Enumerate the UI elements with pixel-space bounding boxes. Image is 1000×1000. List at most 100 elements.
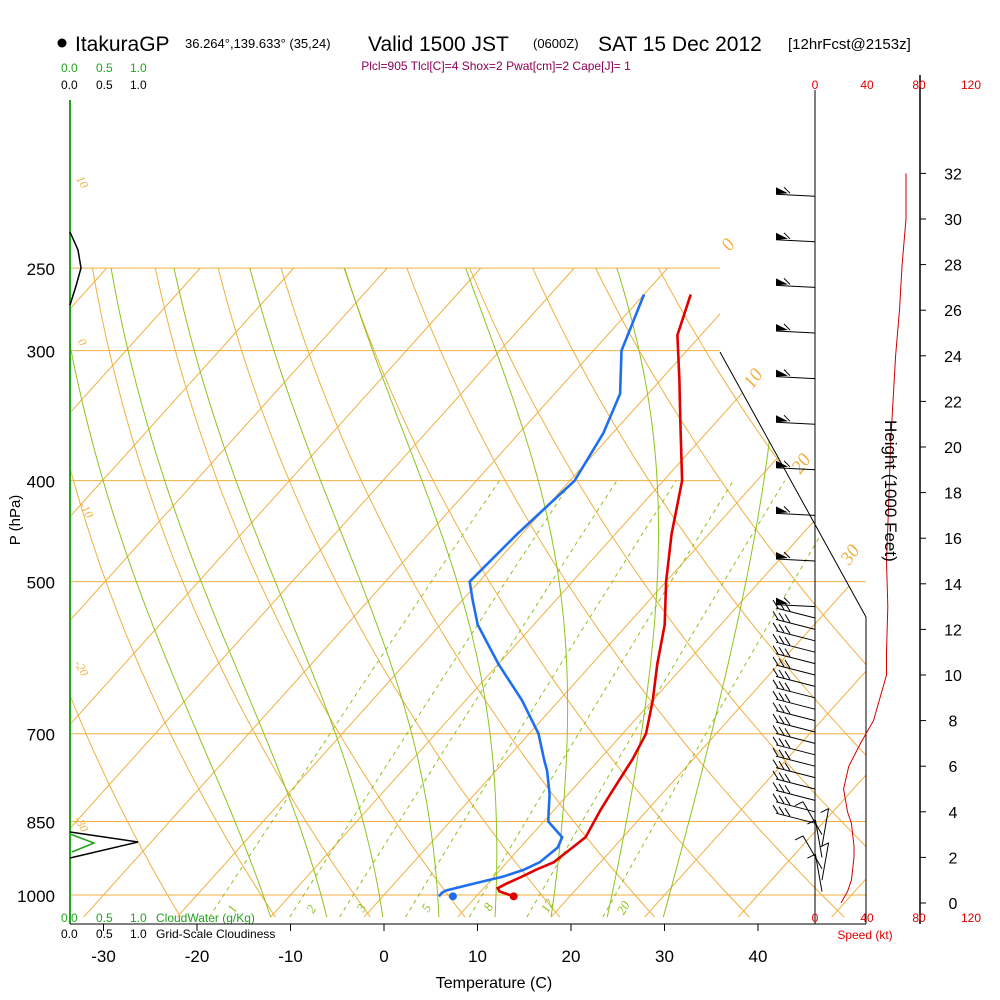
station-dot-icon bbox=[57, 38, 67, 48]
moist-adiabat-line bbox=[249, 267, 440, 918]
cloud-axis-bottom: 0.0 0.5 1.0 CloudWater (g/Kg) 0.0 0.5 1.… bbox=[61, 911, 275, 941]
wind-barb bbox=[775, 558, 816, 562]
cloudiness-tick-bottom: 0.0 bbox=[61, 927, 78, 941]
wind-barb bbox=[775, 330, 816, 334]
cloudiness-tick-bottom: 1.0 bbox=[130, 927, 147, 941]
isotherm-line bbox=[644, 267, 866, 918]
mixing-ratio-line bbox=[339, 480, 618, 918]
wind-barb-feather bbox=[772, 645, 779, 654]
temperature-tick-label: 10 bbox=[468, 947, 487, 966]
wind-barb bbox=[775, 467, 816, 471]
dry-adiabat-label: -20 bbox=[71, 658, 91, 679]
wind-barb-feather bbox=[784, 728, 791, 737]
wind-barb-pennant bbox=[776, 232, 788, 240]
cloudiness-tick-top: 0.5 bbox=[96, 78, 113, 92]
mixing-ratio-line bbox=[289, 480, 573, 918]
wind-barb bbox=[775, 675, 816, 687]
wind-barb-feather bbox=[772, 690, 779, 700]
isotherm-line bbox=[70, 267, 295, 918]
wind-barb bbox=[775, 767, 816, 779]
wind-barb bbox=[775, 732, 816, 744]
wind-barb-feather bbox=[778, 738, 785, 747]
wind-barb bbox=[775, 755, 816, 767]
valid-time: Valid 1500 JST bbox=[368, 33, 509, 56]
speed-tick-label-bottom: 120 bbox=[961, 911, 981, 925]
height-tick-label: 28 bbox=[944, 258, 962, 275]
height-tick-label: 12 bbox=[944, 622, 962, 639]
height-tick-label: 14 bbox=[944, 577, 962, 594]
wind-barb-feather bbox=[783, 323, 791, 331]
wind-barb-feather bbox=[778, 612, 785, 622]
surface-temperature-marker bbox=[509, 892, 518, 901]
wind-barb-pennant bbox=[776, 415, 788, 423]
cloud-water-tick-top: 1.0 bbox=[130, 61, 147, 75]
wind-barb-feather bbox=[772, 633, 779, 643]
isotherm-line bbox=[70, 267, 388, 918]
wind-barb bbox=[821, 842, 830, 881]
temperature-tick-label: 20 bbox=[562, 947, 581, 966]
height-tick-label: 24 bbox=[944, 349, 962, 366]
wind-barb bbox=[775, 284, 816, 288]
isotherm-line bbox=[176, 267, 762, 918]
isotherm-lines bbox=[70, 267, 866, 918]
wind-barb-feather bbox=[784, 807, 791, 817]
cloudiness-tick-bottom: 0.5 bbox=[96, 927, 113, 941]
wind-barbs bbox=[772, 186, 830, 892]
height-axis-label: Height (1000 Feet) bbox=[881, 420, 900, 562]
wind-barb bbox=[775, 744, 816, 756]
wind-barb-feather bbox=[784, 773, 791, 783]
cloud-water-tick-bottom: 0.5 bbox=[96, 911, 113, 925]
wind-barb-feather bbox=[772, 770, 779, 780]
temperature-tick-label: -10 bbox=[278, 947, 303, 966]
speed-tick-label-bottom: 40 bbox=[860, 911, 874, 925]
wind-barb bbox=[775, 778, 816, 790]
dry-adiabat-line bbox=[154, 267, 466, 918]
wind-barb-feather bbox=[778, 624, 785, 633]
wind-barb-feather bbox=[784, 614, 791, 623]
cloud-water-label: CloudWater (g/Kg) bbox=[156, 911, 255, 925]
wind-barb bbox=[775, 193, 816, 197]
speed-tick-label-top: 0 bbox=[812, 78, 819, 92]
wind-barb-feather bbox=[784, 739, 791, 749]
wind-barb-feather bbox=[772, 725, 779, 734]
cloud-axis-top: 0.0 0.5 1.0 0.0 0.5 1.0 bbox=[61, 61, 147, 92]
wind-barb-feather bbox=[778, 749, 785, 758]
wind-barb-feather bbox=[778, 772, 785, 781]
wind-barb bbox=[775, 421, 816, 425]
dry-adiabat-line bbox=[469, 267, 866, 918]
station-name: ItakuraGP bbox=[75, 33, 170, 56]
wind-barb-pennant bbox=[776, 460, 788, 468]
mixing-ratio-line bbox=[468, 480, 734, 918]
wind-barb-feather bbox=[772, 679, 779, 689]
wind-barb-feather bbox=[772, 668, 779, 677]
wind-barb-feather bbox=[784, 750, 791, 760]
wind-barb-feather bbox=[794, 801, 804, 807]
wind-barb-feather bbox=[772, 804, 779, 814]
wind-barb bbox=[775, 687, 816, 699]
wind-barb-feather bbox=[772, 713, 779, 723]
wind-barb-feather bbox=[794, 835, 804, 841]
wind-barb-feather bbox=[783, 186, 791, 194]
isotherm-line bbox=[550, 267, 866, 918]
pressure-tick-label: 850 bbox=[27, 814, 55, 833]
height-tick-label: 4 bbox=[949, 805, 958, 822]
wind-barb bbox=[775, 376, 816, 380]
cloudiness-tick-top: 1.0 bbox=[130, 78, 147, 92]
wind-barb-feather bbox=[784, 602, 791, 612]
pressure-axis-label: P (hPa) bbox=[7, 495, 24, 546]
height-tick-label: 16 bbox=[944, 531, 962, 548]
wind-barb-feather bbox=[772, 611, 779, 620]
wind-barb-feather bbox=[820, 808, 829, 814]
isotherm-line bbox=[70, 267, 575, 918]
wind-barb-feather bbox=[778, 726, 785, 736]
wind-barb bbox=[775, 618, 816, 630]
wind-barb-feather bbox=[778, 669, 785, 679]
wind-barb-feather bbox=[784, 682, 791, 692]
isotherm-line bbox=[70, 267, 201, 918]
cloud-water-tick-bottom: 1.0 bbox=[130, 911, 147, 925]
cloud-water-profile-lower bbox=[69, 833, 97, 853]
moist-adiabat-line bbox=[110, 268, 328, 918]
wind-barb-pennant bbox=[776, 597, 788, 605]
